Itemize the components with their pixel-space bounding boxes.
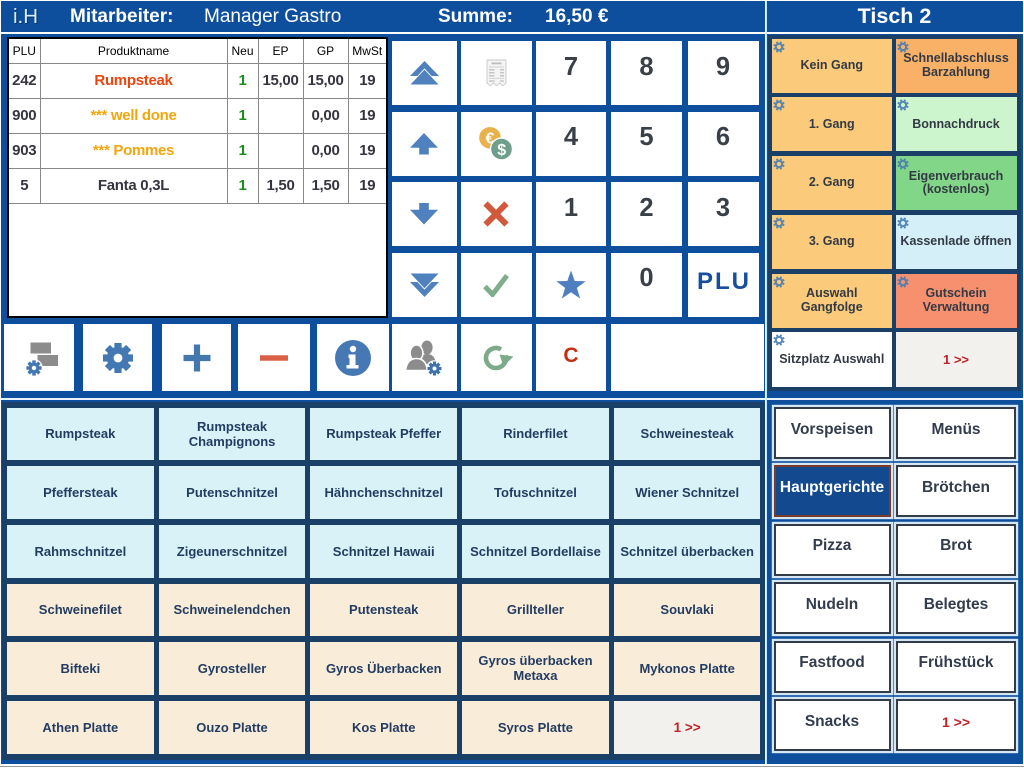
- svg-text:$: $: [497, 141, 506, 158]
- svg-text:€: €: [486, 130, 495, 147]
